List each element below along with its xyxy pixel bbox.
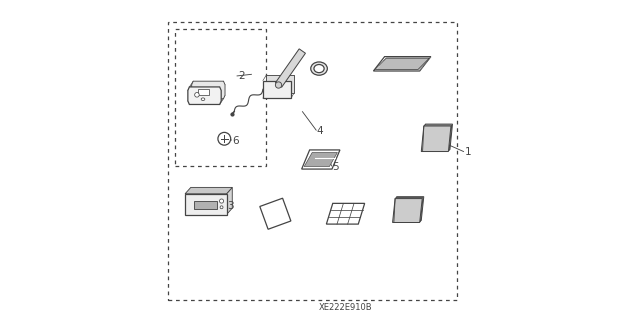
Circle shape bbox=[220, 206, 223, 209]
Text: 2: 2 bbox=[239, 71, 245, 81]
Bar bbox=[195, 201, 217, 209]
Polygon shape bbox=[421, 126, 451, 152]
Circle shape bbox=[218, 132, 230, 145]
Ellipse shape bbox=[311, 62, 327, 75]
Polygon shape bbox=[192, 81, 225, 99]
Polygon shape bbox=[185, 194, 227, 214]
Polygon shape bbox=[394, 197, 424, 221]
Text: XE222E910B: XE222E910B bbox=[319, 303, 372, 312]
Bar bbox=[168, 22, 457, 300]
Polygon shape bbox=[185, 188, 232, 194]
Polygon shape bbox=[188, 87, 221, 105]
Polygon shape bbox=[392, 198, 422, 223]
Polygon shape bbox=[394, 197, 423, 221]
Text: 5: 5 bbox=[332, 162, 339, 172]
Ellipse shape bbox=[314, 64, 324, 73]
Polygon shape bbox=[263, 81, 291, 98]
Text: 1: 1 bbox=[465, 147, 472, 158]
Polygon shape bbox=[227, 188, 232, 214]
Bar bbox=[198, 89, 209, 95]
Ellipse shape bbox=[201, 98, 205, 100]
Text: 6: 6 bbox=[232, 136, 239, 146]
Circle shape bbox=[195, 93, 199, 97]
Polygon shape bbox=[260, 198, 291, 229]
Polygon shape bbox=[326, 204, 365, 224]
Polygon shape bbox=[304, 152, 337, 167]
Text: 3: 3 bbox=[227, 201, 234, 211]
Text: 4: 4 bbox=[317, 126, 323, 136]
Bar bbox=[175, 29, 266, 166]
Circle shape bbox=[275, 82, 282, 88]
Polygon shape bbox=[422, 125, 452, 151]
Polygon shape bbox=[275, 49, 305, 87]
Polygon shape bbox=[373, 57, 431, 71]
Polygon shape bbox=[301, 150, 340, 169]
Polygon shape bbox=[423, 124, 452, 150]
Polygon shape bbox=[266, 76, 294, 93]
Circle shape bbox=[220, 199, 223, 203]
